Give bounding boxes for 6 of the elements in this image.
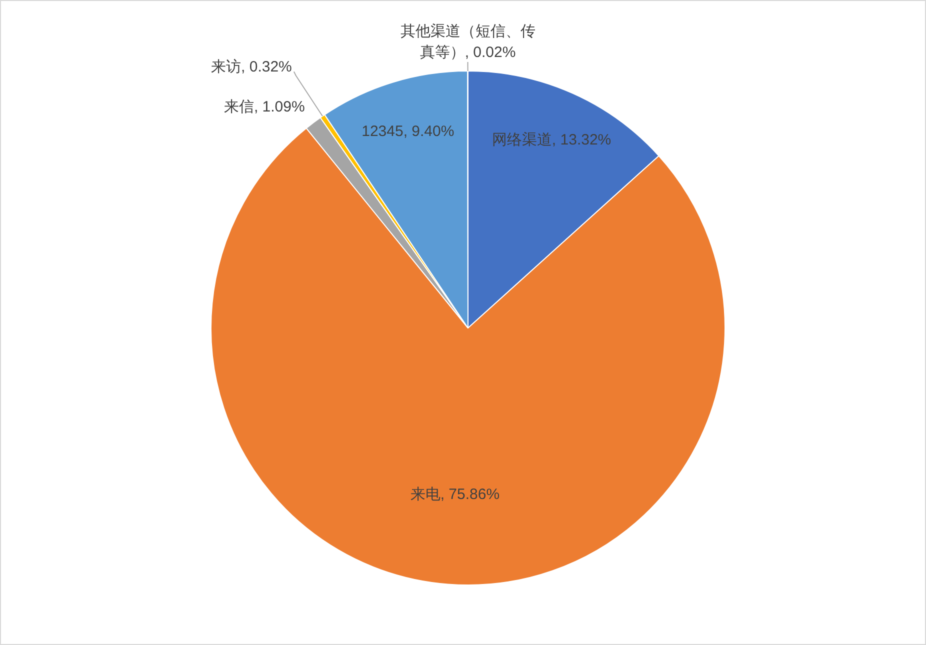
slice-label: 网络渠道, 13.32% — [492, 132, 612, 149]
slice-label: 来访, 0.32% — [211, 58, 292, 76]
slice-label: 其他渠道（短信、传真等）, 0.02% — [400, 23, 536, 61]
slice-label: 来电, 75.86% — [410, 486, 500, 504]
slice-label: 来信, 1.09% — [224, 98, 305, 116]
slice-label: 12345, 9.40% — [362, 122, 454, 140]
